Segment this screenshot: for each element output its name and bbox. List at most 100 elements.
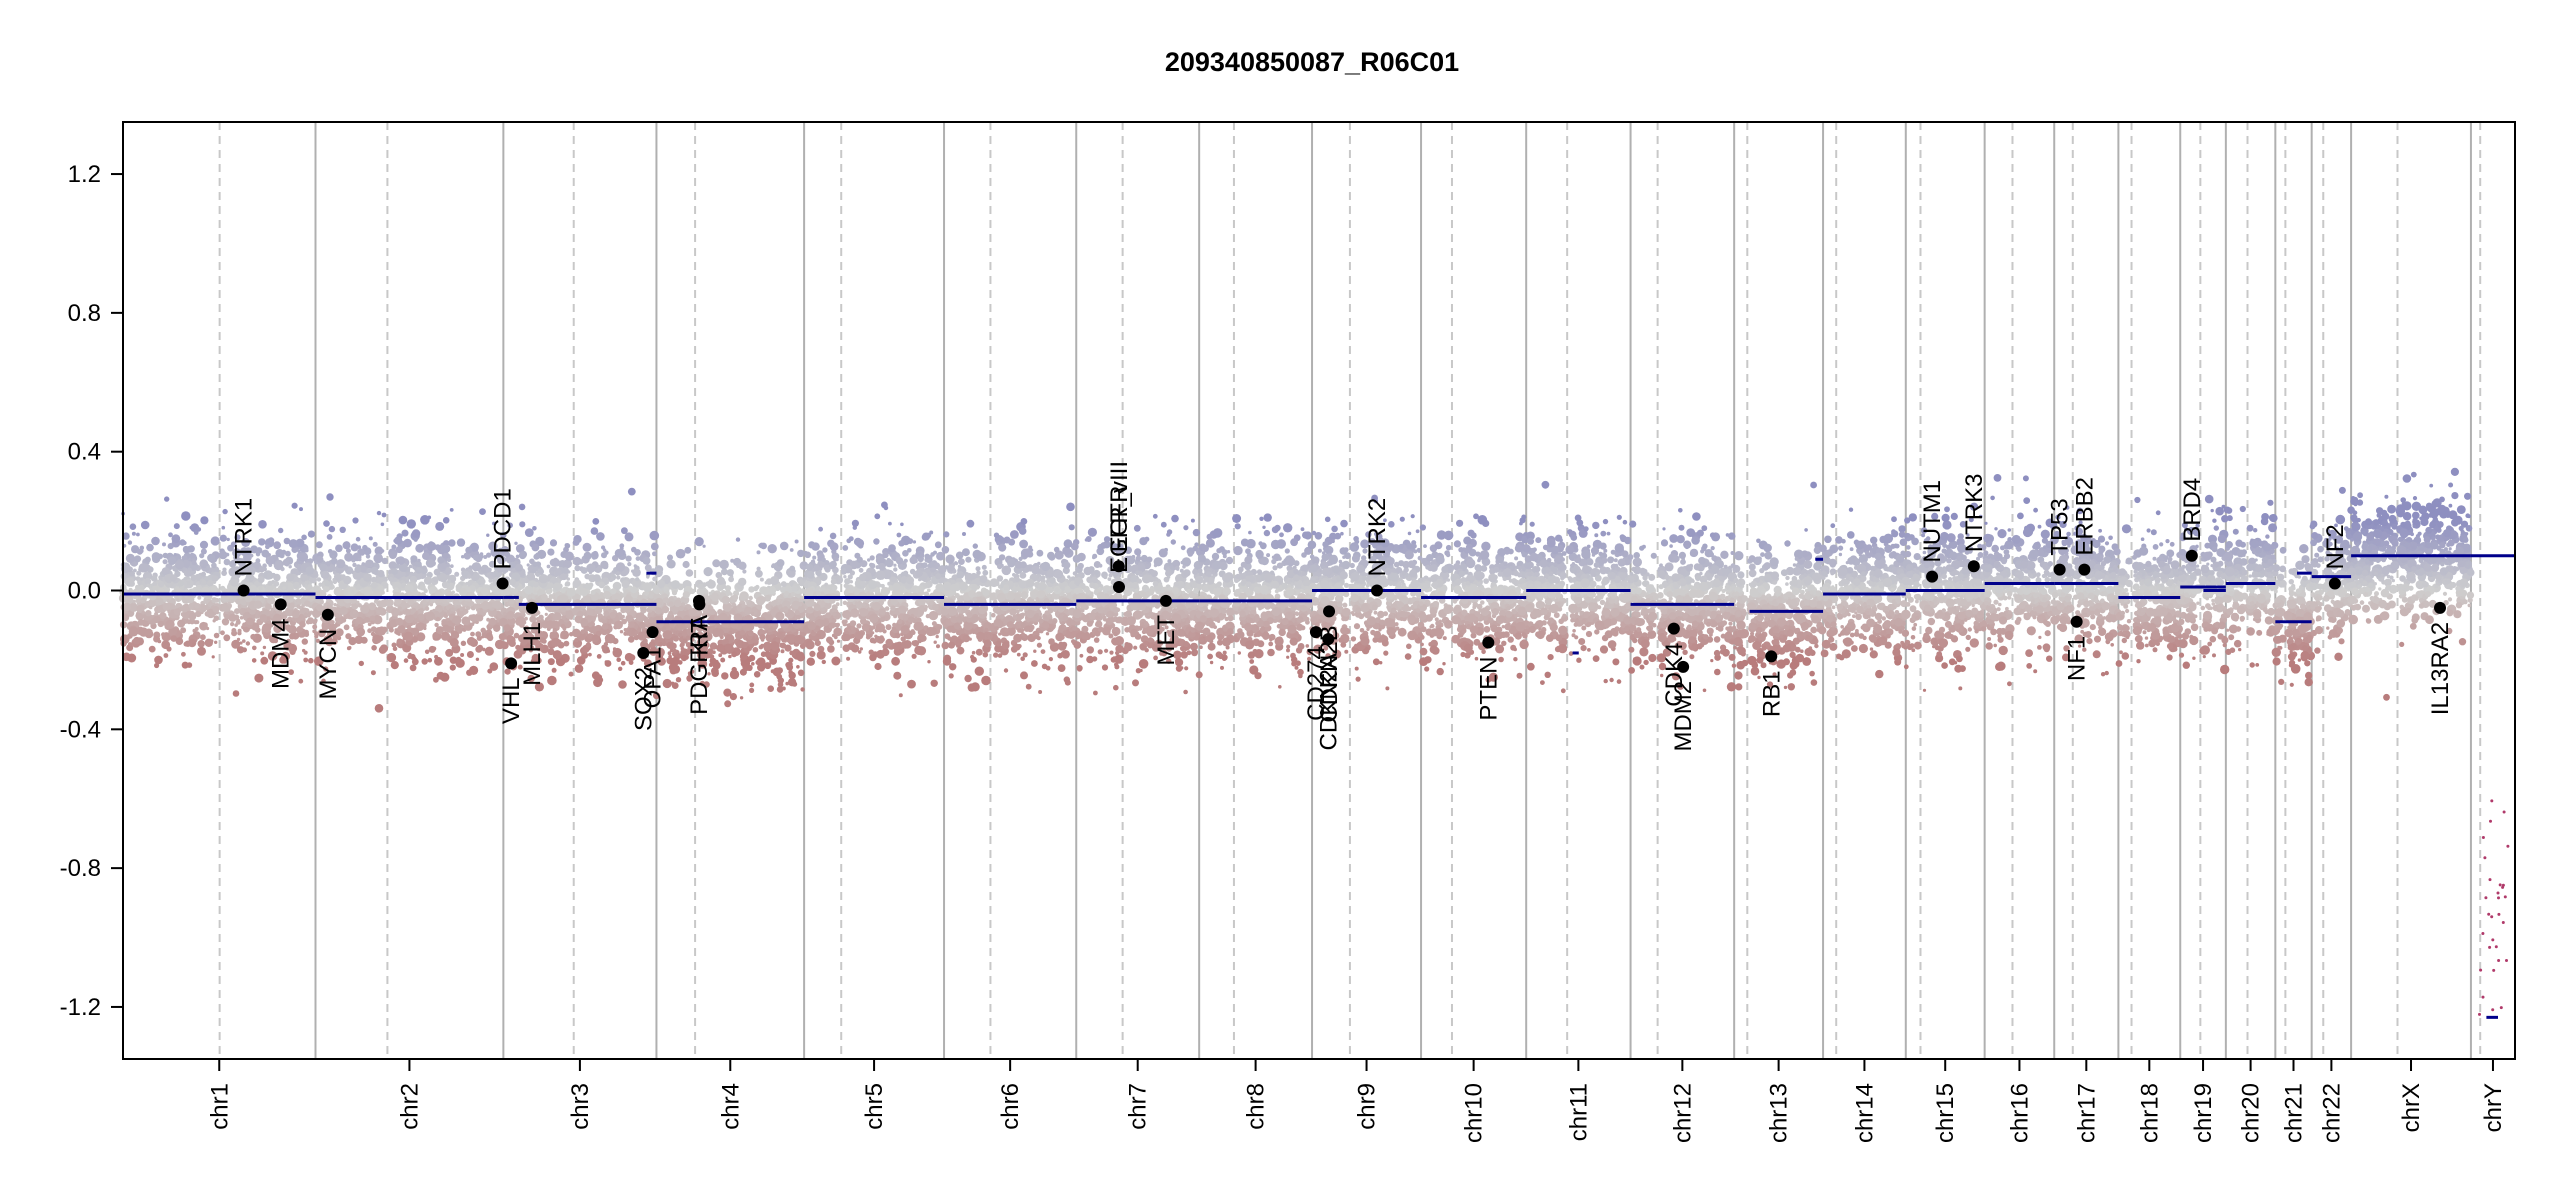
probe-point <box>560 588 566 594</box>
probe-point <box>199 621 208 631</box>
probe-point <box>736 564 740 568</box>
probe-point <box>339 526 346 533</box>
probe-point <box>479 578 486 585</box>
probe-point <box>925 532 932 538</box>
probe-point <box>1025 683 1032 690</box>
probe-point <box>326 493 334 501</box>
probe-point <box>136 532 140 537</box>
probe-point <box>246 578 250 582</box>
probe-point <box>319 563 327 571</box>
probe-point <box>639 635 644 639</box>
probe-point <box>166 599 170 603</box>
probe-point <box>797 669 805 677</box>
probe-point <box>334 612 340 618</box>
probe-point <box>563 559 572 569</box>
probe-point <box>1031 660 1038 667</box>
probe-point <box>807 621 817 630</box>
probe-point <box>621 580 630 589</box>
probe-point <box>140 520 150 530</box>
probe-point <box>829 532 837 540</box>
probe-point <box>603 629 608 634</box>
probe-point <box>770 634 775 639</box>
probe-point <box>262 645 267 650</box>
probe-point <box>222 508 228 515</box>
probe-point <box>503 611 507 616</box>
probe-point <box>826 636 833 644</box>
probe-point <box>618 680 627 689</box>
probe-point <box>898 605 907 614</box>
probe-point <box>162 542 166 547</box>
probe-point <box>362 573 372 582</box>
probe-point <box>125 553 135 564</box>
probe-point <box>298 605 303 610</box>
probe-point <box>806 657 815 666</box>
probe-point <box>450 607 455 612</box>
probe-point <box>724 643 732 651</box>
probe-point <box>163 586 169 592</box>
probe-point <box>1047 551 1055 560</box>
probe-point <box>395 630 400 635</box>
probe-point <box>712 559 721 568</box>
probe-point <box>911 640 918 646</box>
probe-point <box>943 531 950 538</box>
probe-point <box>467 592 471 596</box>
probe-point <box>351 623 356 628</box>
probe-point <box>804 551 811 559</box>
probe-point <box>875 626 881 632</box>
probe-point <box>724 700 732 708</box>
probe-point <box>630 586 638 594</box>
probe-point <box>1063 593 1067 598</box>
probe-point <box>140 577 144 581</box>
probe-point <box>206 598 211 603</box>
probe-point <box>575 589 580 594</box>
probe-point <box>1054 569 1064 579</box>
probe-point <box>538 574 549 584</box>
probe-point <box>154 655 163 665</box>
probe-point <box>228 613 237 622</box>
probe-point <box>554 568 562 576</box>
probe-point <box>333 623 338 629</box>
probe-point <box>304 548 309 553</box>
probe-point <box>359 550 365 556</box>
probe-point <box>488 617 497 626</box>
probe-point <box>739 696 744 700</box>
probe-point <box>606 649 611 653</box>
probe-point <box>308 657 314 664</box>
probe-point <box>874 662 882 671</box>
probe-point <box>470 631 475 637</box>
probe-point <box>662 597 669 604</box>
probe-point <box>906 576 915 585</box>
probe-point <box>146 583 150 588</box>
probe-point <box>331 554 335 559</box>
probe-point <box>454 571 460 577</box>
probe-point <box>129 523 137 530</box>
probe-point <box>201 580 207 586</box>
probe-point <box>427 657 433 663</box>
probe-point <box>673 630 677 635</box>
probe-point <box>1038 690 1043 694</box>
probe-point <box>1028 545 1033 550</box>
probe-point <box>815 639 820 643</box>
probe-point <box>912 540 917 544</box>
probe-point <box>982 569 989 576</box>
probe-point <box>759 577 764 582</box>
probe-point <box>296 625 304 633</box>
probe-point <box>154 662 160 669</box>
probe-point <box>194 627 199 631</box>
probe-point <box>186 570 191 575</box>
probe-point <box>897 618 903 625</box>
probe-point <box>855 631 864 640</box>
probe-point <box>859 581 866 587</box>
probe-point <box>286 573 295 582</box>
probe-point <box>152 585 158 591</box>
probe-point <box>998 554 1006 561</box>
probe-point <box>341 617 347 623</box>
probe-point <box>689 588 696 595</box>
probe-point <box>187 638 197 648</box>
probe-point <box>854 589 860 595</box>
probe-point <box>789 565 796 572</box>
probe-point <box>789 548 794 552</box>
probe-point <box>392 577 398 582</box>
probe-point <box>566 577 570 581</box>
probe-point <box>1036 636 1041 641</box>
